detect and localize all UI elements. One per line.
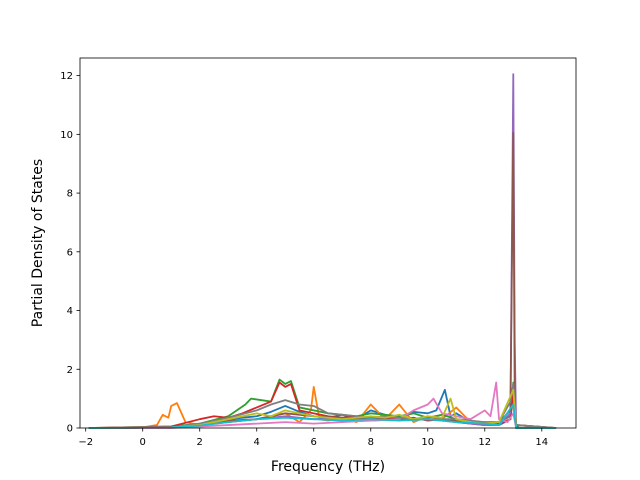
x-tick-label: 2 [197,437,203,448]
plot-frame [79,57,577,429]
y-tick-label: 0 [67,424,73,435]
y-tick-label: 2 [67,365,73,376]
x-tick-label: 6 [311,437,317,448]
y-axis-label: Partial Density of States [30,159,46,327]
x-axis-ticks: −2 0 2 4 6 8 10 12 14 [78,428,548,448]
x-tick-label: 12 [478,437,491,448]
y-tick-label: 4 [67,306,73,317]
y-tick-label: 6 [67,247,73,258]
y-tick-label: 10 [60,130,73,141]
series-line-10 [88,403,557,429]
x-tick-label: 4 [254,437,260,448]
y-axis-ticks: 0 2 4 6 8 10 12 [60,71,80,435]
x-tick-label: 0 [140,437,146,448]
x-tick-label: 14 [535,437,548,448]
x-tick-label: 10 [421,437,434,448]
y-tick-label: 12 [60,71,73,82]
x-tick-label: −2 [78,437,93,448]
series-layer [88,73,557,429]
y-tick-label: 8 [67,189,73,200]
x-axis-label: Frequency (THz) [271,459,385,475]
x-tick-label: 8 [368,437,374,448]
